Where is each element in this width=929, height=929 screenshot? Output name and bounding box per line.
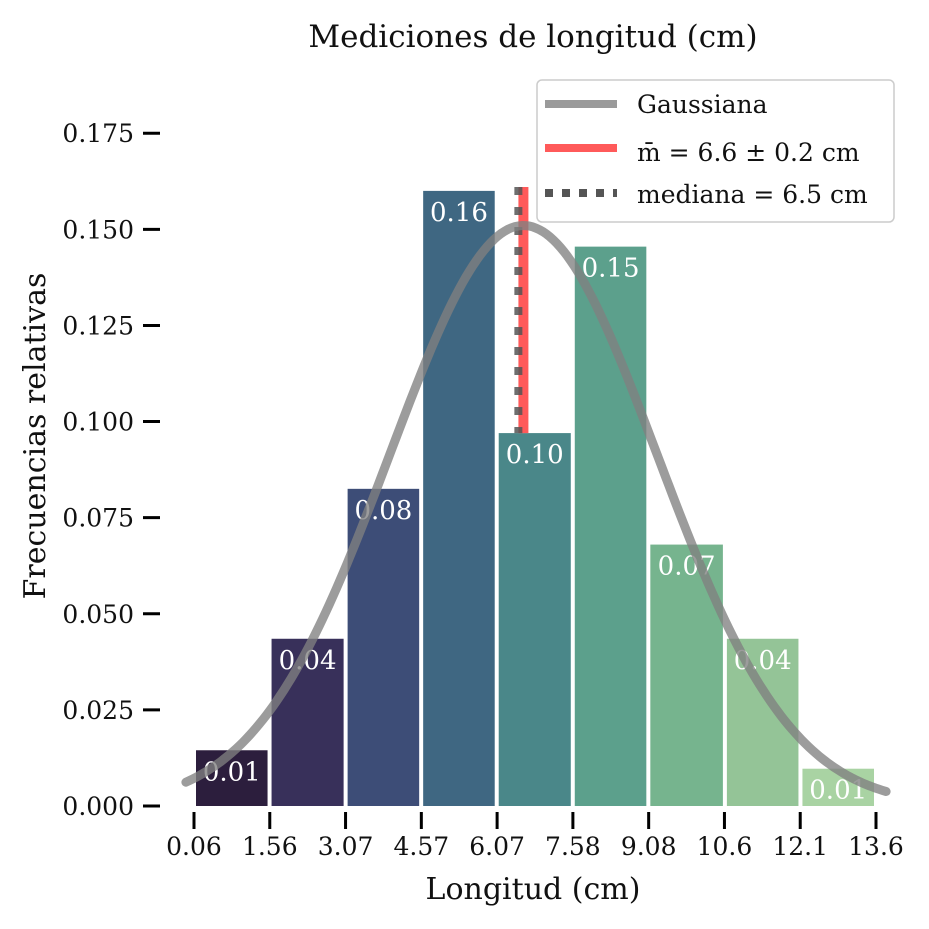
y-axis: 0.000 0.025 0.050 0.075 0.100 0.125 0.150 0.175: [62, 119, 160, 821]
bar-value-label: 0.16: [430, 198, 488, 228]
x-tick-label: 4.57: [393, 832, 449, 861]
y-tick-label: 0.050: [62, 600, 134, 629]
x-tick-label: 7.58: [545, 832, 601, 861]
y-tick-label: 0.150: [62, 215, 134, 244]
legend-label-gaussiana: Gaussiana: [637, 90, 768, 119]
overlay-lines: [181, 187, 891, 796]
x-tick-label: 6.07: [469, 832, 525, 861]
y-tick-label: 0.175: [62, 119, 134, 148]
gaussian-curve: [181, 220, 891, 796]
x-tick-label: 0.06: [166, 832, 222, 861]
chart-title: Mediciones de longitud (cm): [308, 19, 757, 55]
y-axis-label: Frecuencias relativas: [18, 273, 53, 600]
x-tick-label: 3.07: [318, 832, 374, 861]
y-tick-label: 0.125: [62, 311, 134, 340]
bar: [498, 433, 571, 806]
legend: Gaussiana m̄ = 6.6 ± 0.2 cm mediana = 6.…: [536, 79, 895, 223]
bar: [196, 750, 268, 806]
x-tick-label: 1.56: [242, 832, 298, 861]
legend-label-median: mediana = 6.5 cm: [637, 180, 868, 209]
legend-label-mean: m̄ = 6.6 ± 0.2 cm: [637, 138, 860, 167]
bar-value-label: 0.10: [506, 440, 564, 470]
y-tick-label: 0.025: [62, 696, 134, 725]
bar: [271, 638, 344, 806]
legend-frame: [536, 79, 895, 223]
bars-group: 0.010.040.080.160.100.150.070.040.01: [196, 190, 874, 807]
x-axis: 0.06 1.56 3.07 4.57 6.07 7.58 9.08 10.6 12.1 13.6: [166, 812, 904, 861]
y-tick-label: 0.000: [62, 792, 134, 821]
bar-value-label: 0.15: [582, 254, 640, 284]
x-tick-label: 12.1: [772, 832, 828, 861]
x-axis-label: Longitud (cm): [426, 872, 641, 907]
x-tick-label: 9.08: [621, 832, 677, 861]
y-tick-label: 0.075: [62, 504, 134, 533]
y-tick-label: 0.100: [62, 408, 134, 437]
x-tick-label: 10.6: [697, 832, 753, 861]
x-tick-label: 13.6: [848, 832, 904, 861]
